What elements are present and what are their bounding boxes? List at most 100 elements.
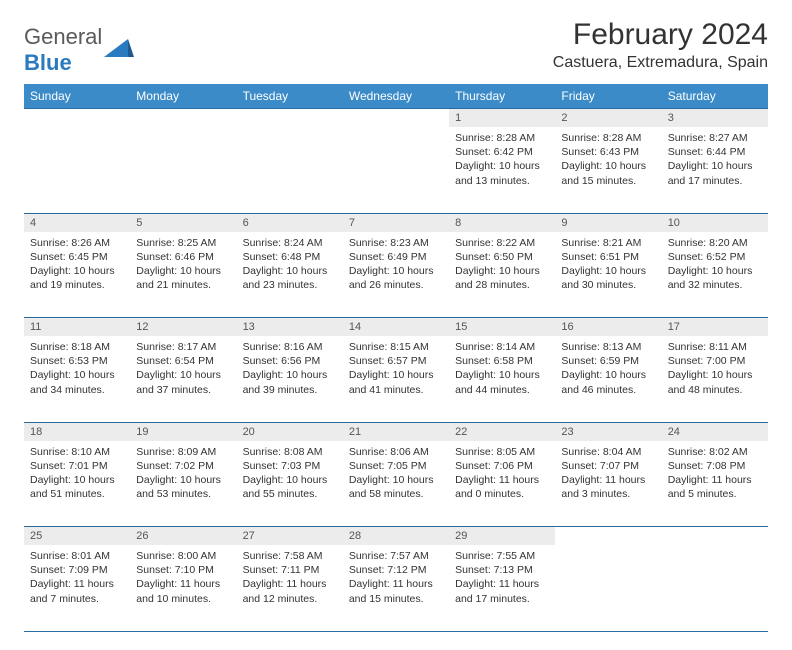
daylight-line: Daylight: 10 hours and 44 minutes. xyxy=(455,369,540,395)
empty-cell xyxy=(24,127,130,213)
sunset-line: Sunset: 7:13 PM xyxy=(455,564,533,576)
daylight-line: Daylight: 10 hours and 51 minutes. xyxy=(30,474,115,500)
daylight-line: Daylight: 10 hours and 13 minutes. xyxy=(455,160,540,186)
sunset-line: Sunset: 7:10 PM xyxy=(136,564,214,576)
day-detail-row: Sunrise: 8:01 AMSunset: 7:09 PMDaylight:… xyxy=(24,545,768,631)
logo-word-general: General xyxy=(24,24,102,49)
sunrise-line: Sunrise: 8:18 AM xyxy=(30,341,110,353)
day-detail: Sunrise: 8:23 AMSunset: 6:49 PMDaylight:… xyxy=(343,232,449,299)
day-number: 9 xyxy=(555,213,661,232)
day-detail: Sunrise: 8:25 AMSunset: 6:46 PMDaylight:… xyxy=(130,232,236,299)
day-detail: Sunrise: 7:55 AMSunset: 7:13 PMDaylight:… xyxy=(449,545,555,612)
sunset-line: Sunset: 7:11 PM xyxy=(243,564,320,576)
sunset-line: Sunset: 6:54 PM xyxy=(136,355,214,367)
empty-cell xyxy=(130,127,236,213)
day-number: 21 xyxy=(343,422,449,441)
sunrise-line: Sunrise: 8:04 AM xyxy=(561,446,641,458)
sunrise-line: Sunrise: 8:26 AM xyxy=(30,237,110,249)
empty-cell xyxy=(24,109,130,128)
sunrise-line: Sunrise: 8:02 AM xyxy=(668,446,748,458)
daylight-line: Daylight: 10 hours and 39 minutes. xyxy=(243,369,328,395)
day-number: 5 xyxy=(130,213,236,232)
sunset-line: Sunset: 7:07 PM xyxy=(561,460,639,472)
day-cell: Sunrise: 8:22 AMSunset: 6:50 PMDaylight:… xyxy=(449,232,555,318)
day-number: 14 xyxy=(343,318,449,337)
daylight-line: Daylight: 10 hours and 34 minutes. xyxy=(30,369,115,395)
day-cell: Sunrise: 8:27 AMSunset: 6:44 PMDaylight:… xyxy=(662,127,768,213)
day-number: 13 xyxy=(237,318,343,337)
day-detail: Sunrise: 7:58 AMSunset: 7:11 PMDaylight:… xyxy=(237,545,343,612)
day-detail: Sunrise: 8:15 AMSunset: 6:57 PMDaylight:… xyxy=(343,336,449,403)
weekday-header: Sunday xyxy=(24,84,130,109)
day-number-row: 11121314151617 xyxy=(24,318,768,337)
day-detail: Sunrise: 8:08 AM Sunset: 7:03 PM Daylight:… xyxy=(237,441,343,508)
day-number-row: 18192021222324 xyxy=(24,422,768,441)
weekday-header: Friday xyxy=(555,84,661,109)
day-number: 23 xyxy=(555,422,661,441)
day-number: 11 xyxy=(24,318,130,337)
day-number: 15 xyxy=(449,318,555,337)
daylight-line: Daylight: 10 hours and 28 minutes. xyxy=(455,265,540,291)
daylight-line: Daylight: 10 hours and 46 minutes. xyxy=(561,369,646,395)
empty-cell xyxy=(555,545,661,631)
day-detail: Sunrise: 8:26 AMSunset: 6:45 PMDaylight:… xyxy=(24,232,130,299)
daylight-line: Daylight: 10 hours and 21 minutes. xyxy=(136,265,221,291)
day-number: 12 xyxy=(130,318,236,337)
daylight-line: Daylight: 10 hours and 17 minutes. xyxy=(668,160,753,186)
day-detail: Sunrise: 8:28 AMSunset: 6:43 PMDaylight:… xyxy=(555,127,661,194)
day-number: 26 xyxy=(130,527,236,546)
calendar-table: SundayMondayTuesdayWednesdayThursdayFrid… xyxy=(24,84,768,632)
day-number-row: 123 xyxy=(24,109,768,128)
day-detail-row: Sunrise: 8:26 AM Sunset: 6:45 PM Daylight:… xyxy=(24,232,768,318)
sunset-line: Sunset: 7:03 PM xyxy=(243,460,321,472)
empty-cell xyxy=(555,527,661,546)
sunrise-line: Sunrise: 8:11 AM xyxy=(668,341,747,353)
day-detail: Sunrise: 8:28 AMSunset: 6:42 PMDaylight:… xyxy=(449,127,555,194)
day-detail: Sunrise: 8:02 AMSunset: 7:08 PMDaylight:… xyxy=(662,441,768,508)
sunset-line: Sunset: 6:50 PM xyxy=(455,251,533,263)
daylight-line: Daylight: 10 hours and 48 minutes. xyxy=(668,369,753,395)
day-detail: Sunrise: 8:14 AMSunset: 6:58 PMDaylight:… xyxy=(449,336,555,403)
logo-triangle-icon xyxy=(104,35,134,66)
sunset-line: Sunset: 7:02 PM xyxy=(136,460,214,472)
weekday-header: Monday xyxy=(130,84,236,109)
sunrise-line: Sunrise: 8:08 AM xyxy=(243,446,323,458)
day-cell: Sunrise: 8:18 AMSunset: 6:53 PMDaylight:… xyxy=(24,336,130,422)
sunrise-line: Sunrise: 8:13 AM xyxy=(561,341,641,353)
sunset-line: Sunset: 6:43 PM xyxy=(561,146,639,158)
day-cell: Sunrise: 8:26 AMSunset: 6:45 PMDaylight:… xyxy=(24,232,130,318)
sunrise-line: Sunrise: 8:24 AM xyxy=(243,237,323,249)
daylight-line: Daylight: 10 hours and 30 minutes. xyxy=(561,265,646,291)
day-cell: Sunrise: 7:55 AMSunset: 7:13 PMDaylight:… xyxy=(449,545,555,631)
sunset-line: Sunset: 7:01 PM xyxy=(30,460,108,472)
day-cell: Sunrise: 8:11 AMSunset: 7:00 PMDaylight:… xyxy=(662,336,768,422)
day-number: 16 xyxy=(555,318,661,337)
day-number: 6 xyxy=(237,213,343,232)
empty-cell xyxy=(343,127,449,213)
day-cell: Sunrise: 8:06 AMSunset: 7:05 PMDaylight:… xyxy=(343,441,449,527)
daylight-line: Daylight: 11 hours and 5 minutes. xyxy=(668,474,752,500)
sunset-line: Sunset: 6:52 PM xyxy=(668,251,746,263)
day-detail: Sunrise: 8:24 AMSunset: 6:48 PMDaylight:… xyxy=(237,232,343,299)
day-detail: Sunrise: 8:20 AMSunset: 6:52 PMDaylight:… xyxy=(662,232,768,299)
day-number: 8 xyxy=(449,213,555,232)
daylight-line: Daylight: 11 hours and 3 minutes. xyxy=(561,474,645,500)
month-title: February 2024 xyxy=(553,18,768,52)
daylight-line: Daylight: 10 hours and 53 minutes. xyxy=(136,474,221,500)
empty-cell xyxy=(237,109,343,128)
sunset-line: Sunset: 6:59 PM xyxy=(561,355,639,367)
daylight-line: Daylight: 10 hours and 55 minutes. xyxy=(243,474,328,500)
sunset-line: Sunset: 6:45 PM xyxy=(30,251,108,263)
day-cell: Sunrise: 8:25 AMSunset: 6:46 PMDaylight:… xyxy=(130,232,236,318)
day-detail-row: Sunrise: 8:10 AMSunset: 7:01 PMDaylight:… xyxy=(24,441,768,527)
day-detail-row: Sunrise: 8:28 AMSunset: 6:42 PMDaylight:… xyxy=(24,127,768,213)
day-number: 24 xyxy=(662,422,768,441)
sunset-line: Sunset: 6:56 PM xyxy=(243,355,321,367)
sunrise-line: Sunrise: 8:06 AM xyxy=(349,446,429,458)
day-cell: Sunrise: 8:28 AMSunset: 6:42 PMDaylight:… xyxy=(449,127,555,213)
empty-cell xyxy=(662,545,768,631)
day-number: 28 xyxy=(343,527,449,546)
day-number: 27 xyxy=(237,527,343,546)
daylight-line: Daylight: 10 hours and 15 minutes. xyxy=(561,160,646,186)
daylight-line: Daylight: 11 hours and 17 minutes. xyxy=(455,578,539,604)
